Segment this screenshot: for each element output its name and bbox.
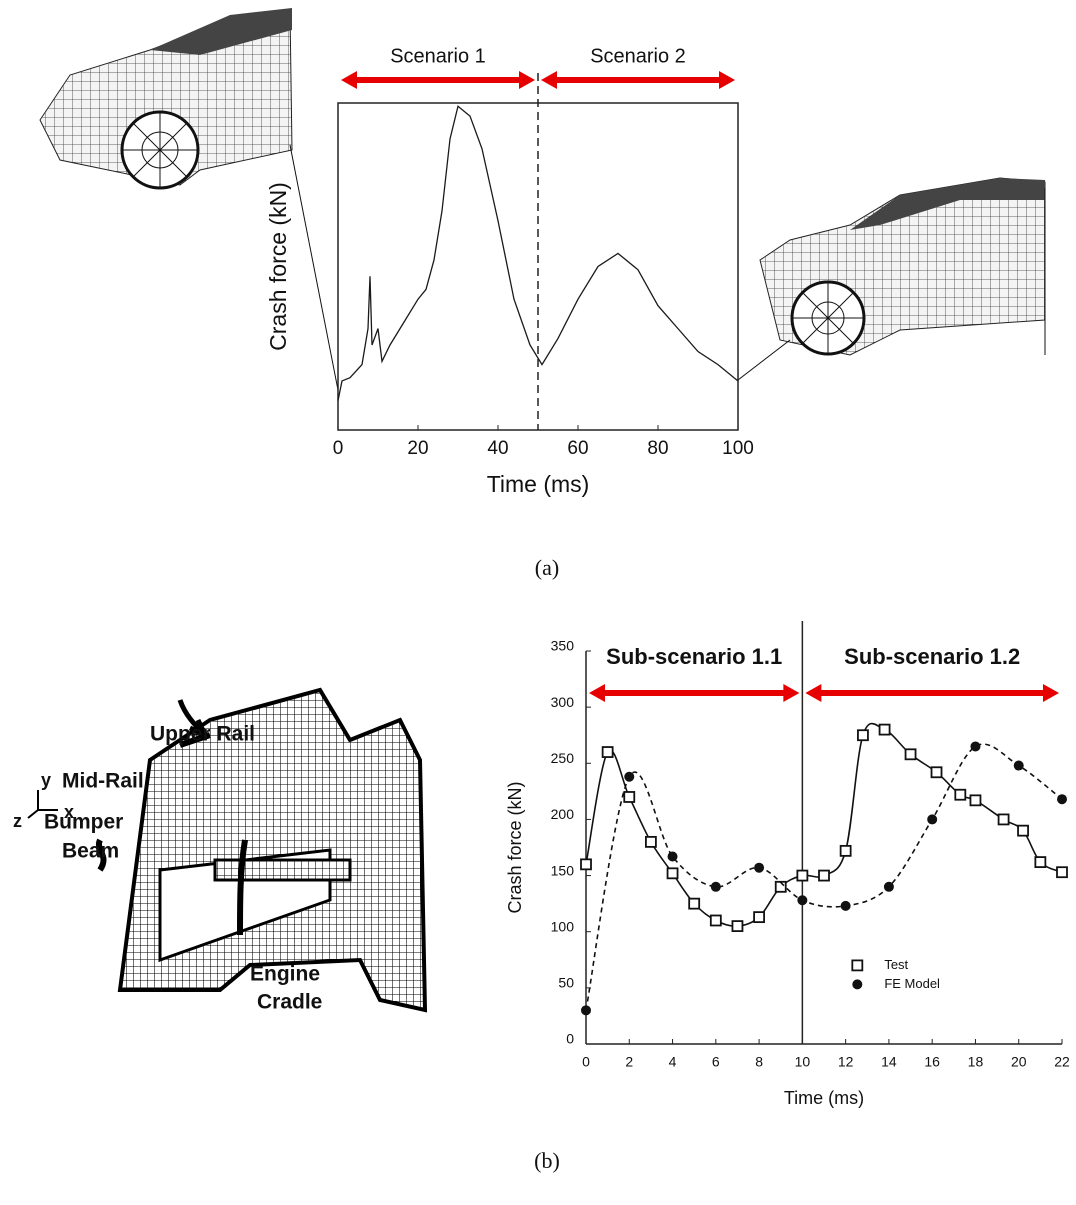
marker-dot [841,901,851,911]
y-tick-label: 250 [551,750,575,766]
marker-dot [1014,761,1024,771]
car-model [40,8,292,188]
region-arrow [805,684,1059,702]
x-tick-label: 0 [582,1054,590,1070]
diagram-label: Bumper [44,811,123,834]
connector [290,145,338,390]
marker-square [1057,867,1067,877]
x-tick-label: 6 [712,1054,720,1070]
legend-marker [852,979,862,989]
marker-dot [1057,794,1067,804]
marker-square [797,871,807,881]
region-arrow [541,71,735,89]
y-tick-label: 200 [551,806,575,822]
region-label: Scenario 2 [590,45,686,67]
x-tick-label: 10 [795,1054,811,1070]
x-tick-label: 8 [755,1054,763,1070]
marker-square [711,915,721,925]
x-axis-label: Time (ms) [784,1088,864,1108]
y-tick-label: 0 [566,1031,574,1047]
marker-square [970,795,980,805]
marker-square [841,846,851,856]
marker-dot [970,741,980,751]
x-tick-label: 2 [625,1054,633,1070]
marker-square [624,792,634,802]
region-label: Sub-scenario 1.1 [606,644,782,669]
car-model [760,178,1045,355]
figure: Upper Rail Mid-Rail Bumper Beam Engine C… [0,0,1076,1205]
marker-square [906,749,916,759]
marker-dot [624,772,634,782]
legend-label: FE Model [884,976,940,991]
marker-square [999,814,1009,824]
axis-letter: z [13,811,22,831]
x-tick-label: 18 [968,1054,984,1070]
x-tick-label: 60 [567,438,588,459]
x-axis-label: Time (ms) [487,471,590,497]
marker-square [581,859,591,869]
x-tick-label: 100 [722,438,754,459]
x-tick-label: 22 [1054,1054,1070,1070]
region-label: Sub-scenario 1.2 [844,644,1020,669]
connector [738,340,790,380]
marker-dot [711,882,721,892]
x-tick-label: 40 [487,438,508,459]
y-tick-label: 300 [551,694,575,710]
x-tick-label: 12 [838,1054,854,1070]
diagram-label: Engine [250,963,320,986]
marker-square [603,747,613,757]
caption: (a) [535,555,559,580]
y-axis-label: Crash force (kN) [265,182,291,351]
marker-square [668,868,678,878]
region-label: Scenario 1 [390,45,486,67]
marker-dot [797,895,807,905]
marker-dot [668,851,678,861]
x-tick-label: 80 [647,438,668,459]
marker-square [689,899,699,909]
marker-square [932,767,942,777]
x-tick-label: 14 [881,1054,897,1070]
axis-letter: y [41,770,51,790]
diagram-label: Mid-Rail [62,770,144,793]
region-arrow [341,71,535,89]
x-tick-label: 4 [669,1054,677,1070]
y-tick-label: 350 [551,638,575,654]
y-axis-label: Crash force (kN) [505,781,525,913]
marker-square [646,837,656,847]
diagram-label: Cradle [257,991,322,1014]
legend-label: Test [884,957,908,972]
data-line [338,106,738,400]
marker-square [858,730,868,740]
axis-letter: x [64,802,74,822]
marker-dot [581,1005,591,1015]
caption: (b) [534,1148,560,1173]
marker-square [819,871,829,881]
marker-square [1018,826,1028,836]
x-tick-label: 20 [1011,1054,1027,1070]
region-arrow [589,684,799,702]
marker-dot [754,863,764,873]
marker-square [880,725,890,735]
x-tick-label: 20 [407,438,428,459]
x-tick-label: 0 [333,438,344,459]
marker-dot [884,882,894,892]
x-tick-label: 16 [924,1054,940,1070]
marker-square [754,912,764,922]
y-tick-label: 100 [551,918,575,934]
y-tick-label: 50 [558,975,574,991]
diagram-label: Beam [62,840,119,863]
marker-square [732,921,742,931]
legend-marker [852,960,862,970]
y-tick-label: 150 [551,862,575,878]
data-line [586,724,1062,927]
marker-square [955,790,965,800]
diagram-label: Upper Rail [150,723,255,746]
marker-dot [927,814,937,824]
marker-square [1035,857,1045,867]
